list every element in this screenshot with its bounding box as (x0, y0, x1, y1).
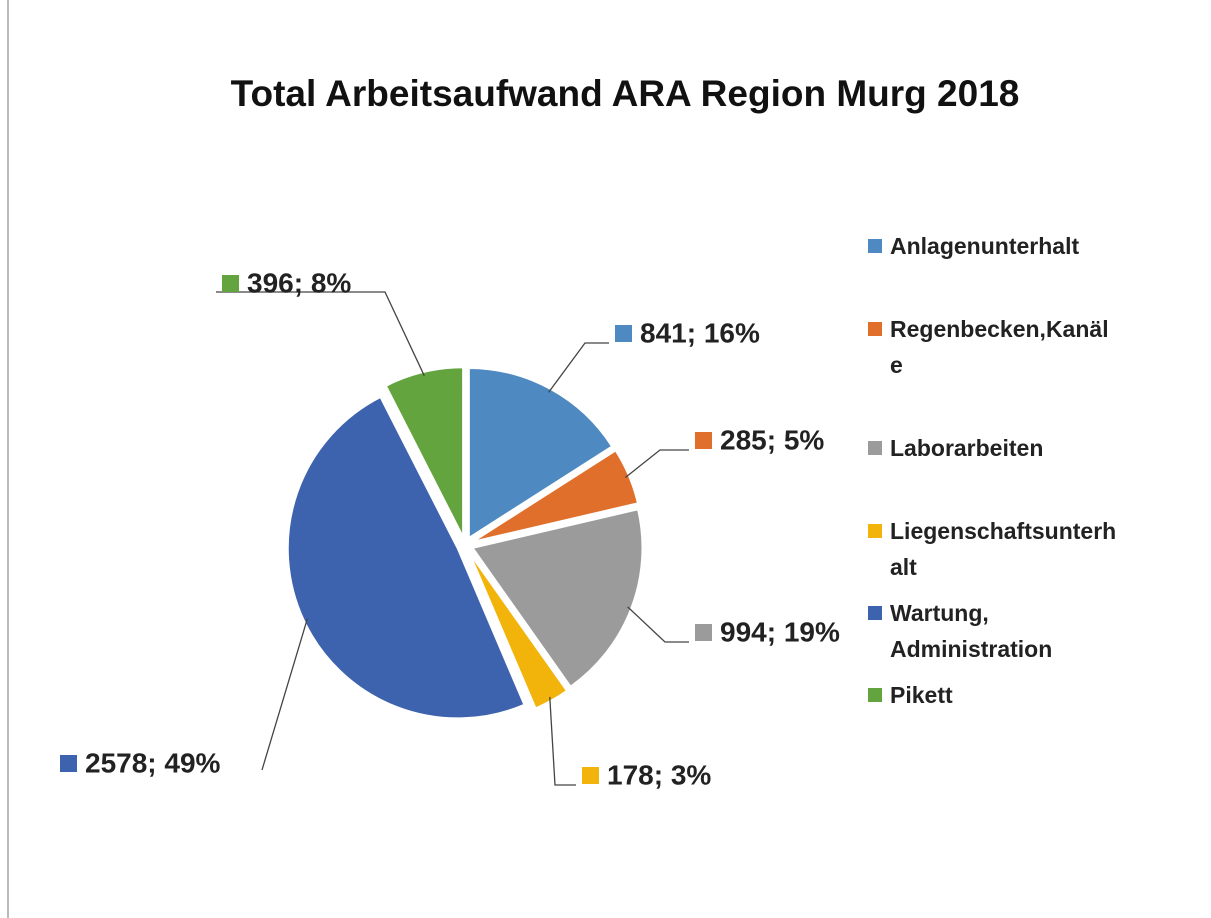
legend-item: Pikett (868, 677, 1118, 713)
legend-label: Wartung, Administration (890, 600, 1053, 662)
legend-label: Regenbecken,Kanäle (890, 316, 1109, 378)
label-swatch (615, 325, 632, 342)
legend-label: Liegenschaftsunterhalt (890, 518, 1117, 580)
leader-line (261, 618, 309, 771)
legend-swatch (868, 524, 882, 538)
data-label: 178; 3% (607, 759, 711, 790)
label-swatch (60, 755, 77, 772)
legend-item: Wartung, Administration (868, 595, 1118, 667)
legend: Anlagenunterhalt Regenbecken,Kanäle Labora… (868, 228, 1118, 760)
label-swatch (695, 432, 712, 449)
legend-item: Anlagenunterhalt (868, 228, 1118, 264)
data-label: 994; 19% (720, 616, 840, 647)
data-label: 285; 5% (720, 424, 824, 455)
legend-swatch (868, 606, 882, 620)
legend-label: Anlagenunterhalt (890, 233, 1080, 259)
legend-swatch (868, 239, 882, 253)
label-swatch (695, 624, 712, 641)
leader-line (627, 606, 689, 643)
data-label: 841; 16% (640, 317, 760, 348)
pie-slice (286, 395, 526, 720)
leader-line (216, 291, 425, 377)
pie-slice (384, 366, 465, 538)
pie-slice (467, 551, 569, 710)
pie-slice (470, 508, 644, 689)
legend-label: Pikett (890, 682, 953, 708)
legend-label: Laborarbeiten (890, 435, 1044, 461)
chart-title: Total Arbeitsaufwand ARA Region Murg 201… (231, 73, 1020, 114)
legend-swatch (868, 688, 882, 702)
label-swatch (222, 275, 239, 292)
leader-line (624, 449, 689, 478)
legend-swatch (868, 441, 882, 455)
pie-slice (471, 448, 640, 543)
legend-item: Laborarbeiten (868, 430, 1118, 466)
data-label: 2578; 49% (85, 747, 221, 778)
data-label: 396; 8% (247, 267, 351, 298)
legend-swatch (868, 322, 882, 336)
leader-line (549, 696, 576, 786)
leader-line (548, 342, 609, 393)
label-swatch (582, 767, 599, 784)
legend-item: Liegenschaftsunterhalt (868, 513, 1118, 585)
legend-item: Regenbecken,Kanäle (868, 311, 1118, 383)
